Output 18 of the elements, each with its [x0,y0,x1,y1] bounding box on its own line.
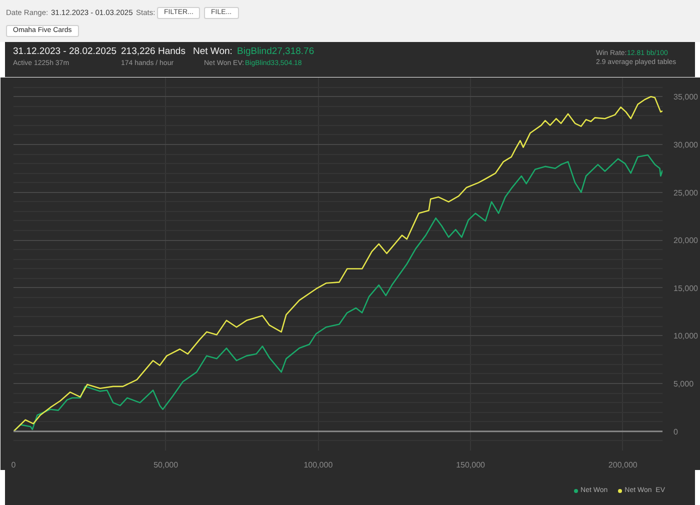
x-tick-label: 200,000 [608,460,638,470]
y-tick-label: 35,000 [674,92,699,102]
y-tick-label: 20,000 [674,236,699,246]
y-tick-label: 30,000 [674,140,699,150]
y-tick-label: 15,000 [674,284,699,293]
y-tick-label: 5,000 [674,380,694,389]
x-tick-label: 50,000 [154,460,179,470]
x-tick-label: 100,000 [304,460,334,470]
y-tick-label: 10,000 [674,332,699,341]
y-tick-label: 25,000 [674,188,699,198]
text: 213,226 Hands [121,46,186,58]
chart-title: 31.12.2023 - 28.02.2025 [13,46,117,58]
x-tick-label: 150,000 [456,460,486,470]
x-tick-label: 0 [11,460,16,470]
text: BigBlind27,318.76 [237,46,314,58]
text: Net Won: [193,46,232,58]
line-series [14,96,662,432]
y-tick-label: 0 [674,427,678,436]
